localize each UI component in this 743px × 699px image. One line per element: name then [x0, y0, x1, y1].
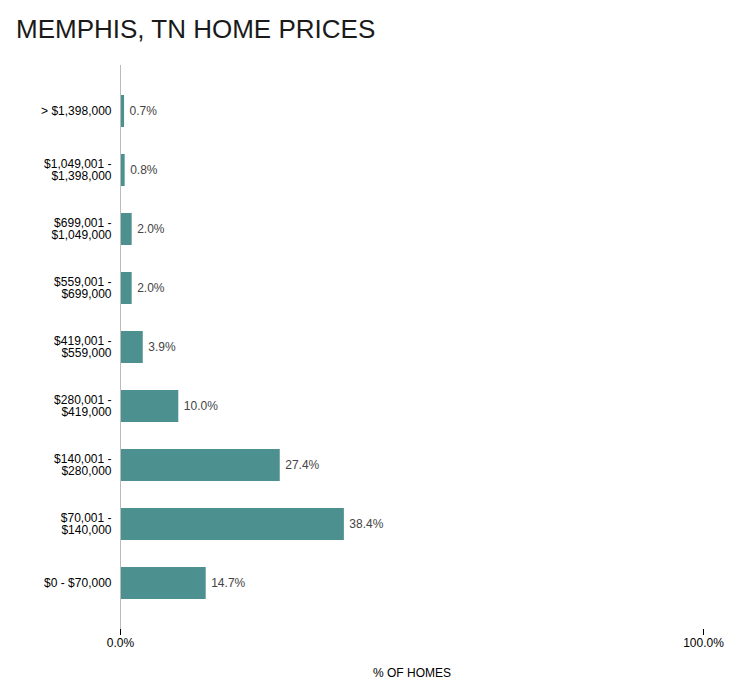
svg-text:100.0%: 100.0% — [683, 636, 724, 650]
svg-text:$699,001 -$1,049,000: $699,001 -$1,049,000 — [51, 216, 111, 242]
svg-text:$1,049,001 -$1,398,000: $1,049,001 -$1,398,000 — [44, 157, 112, 183]
svg-text:0.8%: 0.8% — [130, 163, 158, 177]
svg-text:2.0%: 2.0% — [137, 281, 165, 295]
svg-text:3.9%: 3.9% — [148, 340, 176, 354]
svg-text:0.0%: 0.0% — [107, 636, 135, 650]
svg-text:14.7%: 14.7% — [211, 576, 245, 590]
svg-text:> $1,398,000: > $1,398,000 — [41, 104, 112, 118]
svg-text:$70,001 -$140,000: $70,001 -$140,000 — [61, 511, 112, 537]
svg-text:10.0%: 10.0% — [184, 399, 218, 413]
html-text:MEMPHIS, TN HOME PRICES: MEMPHIS, TN HOME PRICES — [16, 14, 376, 44]
svg-text:0.7%: 0.7% — [130, 104, 158, 118]
svg-text:% OF HOMES: % OF HOMES — [373, 666, 451, 680]
svg-text:$0 - $70,000: $0 - $70,000 — [44, 576, 112, 590]
svg-text:2.0%: 2.0% — [137, 222, 165, 236]
svg-text:27.4%: 27.4% — [285, 458, 319, 472]
svg-text:$140,001 -$280,000: $140,001 -$280,000 — [54, 452, 112, 478]
svg-text:$280,001 -$419,000: $280,001 -$419,000 — [54, 393, 112, 419]
svg-text:$419,001 -$559,000: $419,001 -$559,000 — [54, 334, 112, 360]
svg-text:38.4%: 38.4% — [349, 517, 383, 531]
svg-text:$559,001 -$699,000: $559,001 -$699,000 — [54, 275, 112, 301]
